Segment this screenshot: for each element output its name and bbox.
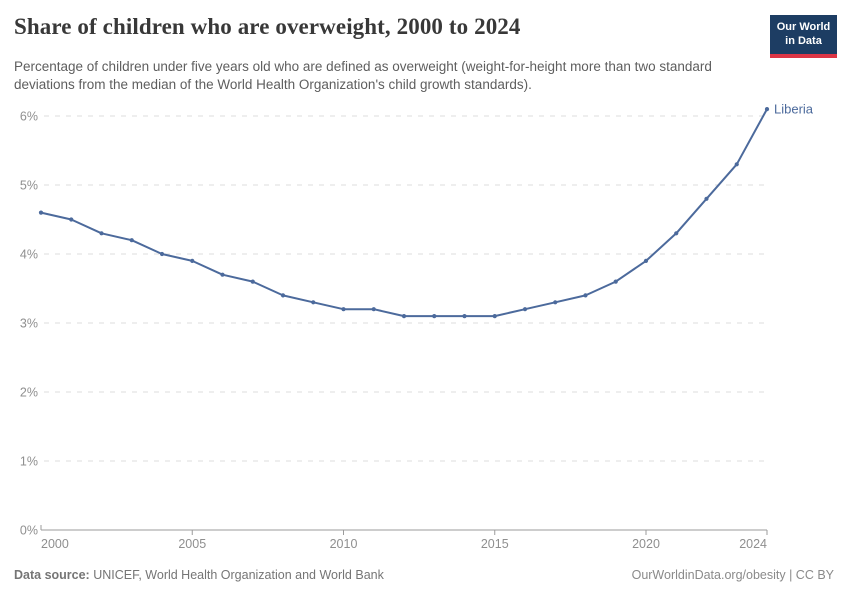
data-point[interactable] [38, 210, 44, 215]
data-point[interactable] [220, 272, 225, 277]
data-point[interactable] [432, 314, 437, 319]
y-axis-tick-label: 3% [20, 317, 38, 331]
chart-footer: Data source: UNICEF, World Health Organi… [14, 568, 834, 582]
data-point[interactable] [250, 279, 255, 284]
data-point[interactable] [311, 300, 316, 305]
x-axis-tick-label: 2020 [632, 537, 660, 551]
series-end-label[interactable]: Liberia [774, 102, 814, 117]
data-source: Data source: UNICEF, World Health Organi… [14, 568, 384, 582]
data-point[interactable] [643, 258, 649, 263]
data-point[interactable] [734, 162, 739, 167]
y-axis-tick-label: 4% [20, 248, 38, 262]
y-axis-tick-label: 2% [20, 386, 38, 400]
chart-subtitle: Percentage of children under five years … [14, 59, 712, 92]
data-point[interactable] [583, 293, 588, 298]
data-point[interactable] [129, 238, 134, 243]
data-point[interactable] [69, 217, 74, 222]
data-point[interactable] [492, 314, 497, 319]
data-point[interactable] [401, 314, 407, 319]
data-point[interactable] [462, 314, 467, 319]
data-source-text: UNICEF, World Health Organization and Wo… [89, 568, 384, 582]
data-point[interactable] [764, 107, 770, 112]
data-point[interactable] [341, 307, 346, 312]
data-point[interactable] [522, 307, 528, 312]
y-axis-tick-label: 6% [20, 110, 38, 124]
x-axis-tick-label: 2005 [178, 537, 206, 551]
owid-url-license[interactable]: OurWorldinData.org/obesity | CC BY [631, 568, 834, 582]
data-point[interactable] [280, 293, 286, 298]
x-axis-tick-label: 2000 [41, 537, 69, 551]
chart-title: Share of children who are overweight, 20… [14, 14, 521, 39]
data-point[interactable] [190, 258, 195, 263]
owid-logo[interactable]: Our World in Data [770, 15, 837, 58]
data-point[interactable] [371, 307, 376, 312]
y-axis-tick-label: 5% [20, 179, 38, 193]
x-axis-tick-label: 2024 [739, 537, 767, 551]
y-axis-tick-label: 1% [20, 455, 38, 469]
y-axis-tick-label: 0% [20, 524, 38, 538]
data-point[interactable] [613, 279, 618, 284]
data-point[interactable] [99, 231, 104, 236]
data-point[interactable] [553, 300, 558, 305]
series-line-liberia[interactable] [40, 108, 768, 318]
owid-logo-line1: Our World [776, 21, 831, 33]
data-point[interactable] [704, 196, 709, 201]
data-point[interactable] [674, 231, 679, 236]
x-axis-tick-label: 2015 [481, 537, 509, 551]
owid-logo-line2: in Data [785, 35, 822, 48]
data-source-label: Data source: [14, 568, 90, 582]
x-axis-tick-label: 2010 [330, 537, 358, 551]
data-point[interactable] [159, 251, 165, 257]
